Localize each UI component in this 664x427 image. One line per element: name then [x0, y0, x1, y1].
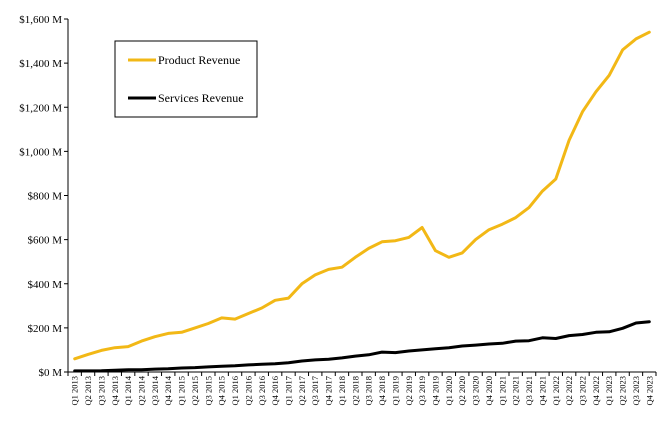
x-tick-label: Q4 2021: [537, 376, 547, 406]
legend: Product Revenue Services Revenue: [114, 40, 258, 118]
x-tick-label: Q3 2014: [150, 375, 160, 405]
legend-label-services-revenue: Services Revenue: [158, 91, 244, 105]
x-tick-label: Q3 2022: [578, 376, 588, 406]
x-tick-label: Q2 2016: [243, 376, 253, 406]
x-tick-label: Q1 2023: [604, 376, 614, 406]
x-tick-label: Q1 2018: [337, 376, 347, 406]
x-tick-label: Q1 2017: [284, 376, 294, 406]
x-tick-label: Q1 2021: [497, 376, 507, 406]
x-tick-label: Q3 2020: [471, 376, 481, 406]
y-tick-label: $0 M: [38, 367, 62, 379]
x-tick-label: Q1 2019: [390, 376, 400, 406]
series-lines: [73, 30, 651, 373]
x-tick-label: Q4 2014: [163, 375, 173, 405]
x-tick-label: Q4 2013: [110, 376, 120, 406]
x-tick-label: Q4 2019: [431, 376, 441, 406]
x-tick-label: Q4 2015: [217, 376, 227, 406]
x-tick-label: Q1 2013: [70, 376, 80, 406]
x-tick-label: Q3 2016: [257, 376, 267, 406]
x-tick-label: Q4 2023: [644, 376, 654, 406]
series-line-services-revenue: [73, 320, 651, 373]
x-tick-label: Q4 2020: [484, 376, 494, 406]
x-tick-label: Q2 2013: [83, 376, 93, 406]
y-tick-label: $200 M: [27, 323, 62, 335]
x-tick-label: Q2 2023: [618, 376, 628, 406]
y-axis: $0 M $200 M $400 M $600 M $800 M $1,000 M $1,2…: [19, 14, 69, 379]
x-tick-label: Q3 2015: [203, 376, 213, 406]
x-tick-label: Q2 2014: [137, 375, 147, 405]
x-tick-label: Q4 2022: [591, 376, 601, 406]
series-line-product-revenue: [73, 30, 651, 361]
x-tick-label: Q1 2022: [551, 376, 561, 406]
x-tick-label: Q2 2015: [190, 376, 200, 406]
y-tick-label: $800 M: [27, 191, 62, 203]
x-axis: Q1 2013 Q2 2013 Q3 2013 Q4 2013 Q1 2014 Q2 20…: [67, 371, 657, 406]
x-tick-label: Q2 2018: [350, 376, 360, 406]
x-tick-label: Q2 2017: [297, 376, 307, 406]
x-tick-label: Q3 2023: [631, 376, 641, 406]
x-tick-label: Q1 2014: [123, 375, 133, 405]
legend-label-product-revenue: Product Revenue: [158, 53, 240, 67]
y-tick-label: $600 M: [27, 235, 62, 247]
x-tick-label: Q2 2021: [511, 376, 521, 406]
x-tick-label: Q3 2013: [96, 376, 106, 406]
x-tick-label: Q4 2016: [270, 376, 280, 406]
y-tick-label: $1,400 M: [19, 58, 62, 70]
x-tick-label: Q2 2022: [564, 376, 574, 406]
x-tick-label: Q1 2015: [177, 376, 187, 406]
x-tick-label: Q2 2019: [404, 376, 414, 406]
y-tick-label: $1,200 M: [19, 102, 62, 114]
x-tick-label: Q2 2020: [457, 376, 467, 406]
x-tick-label: Q1 2016: [230, 376, 240, 406]
y-tick-label: $1,600 M: [19, 14, 62, 26]
x-tick-label: Q1 2020: [444, 376, 454, 406]
x-tick-label: Q3 2017: [310, 376, 320, 406]
x-tick-label: Q4 2018: [377, 376, 387, 406]
legend-box: [114, 40, 258, 118]
y-tick-label: $400 M: [27, 279, 62, 291]
x-tick-label: Q4 2017: [324, 376, 334, 406]
y-tick-label: $1,000 M: [19, 146, 62, 158]
x-tick-label: Q3 2021: [524, 376, 534, 406]
x-tick-label: Q3 2018: [364, 376, 374, 406]
x-tick-label: Q3 2019: [417, 376, 427, 406]
